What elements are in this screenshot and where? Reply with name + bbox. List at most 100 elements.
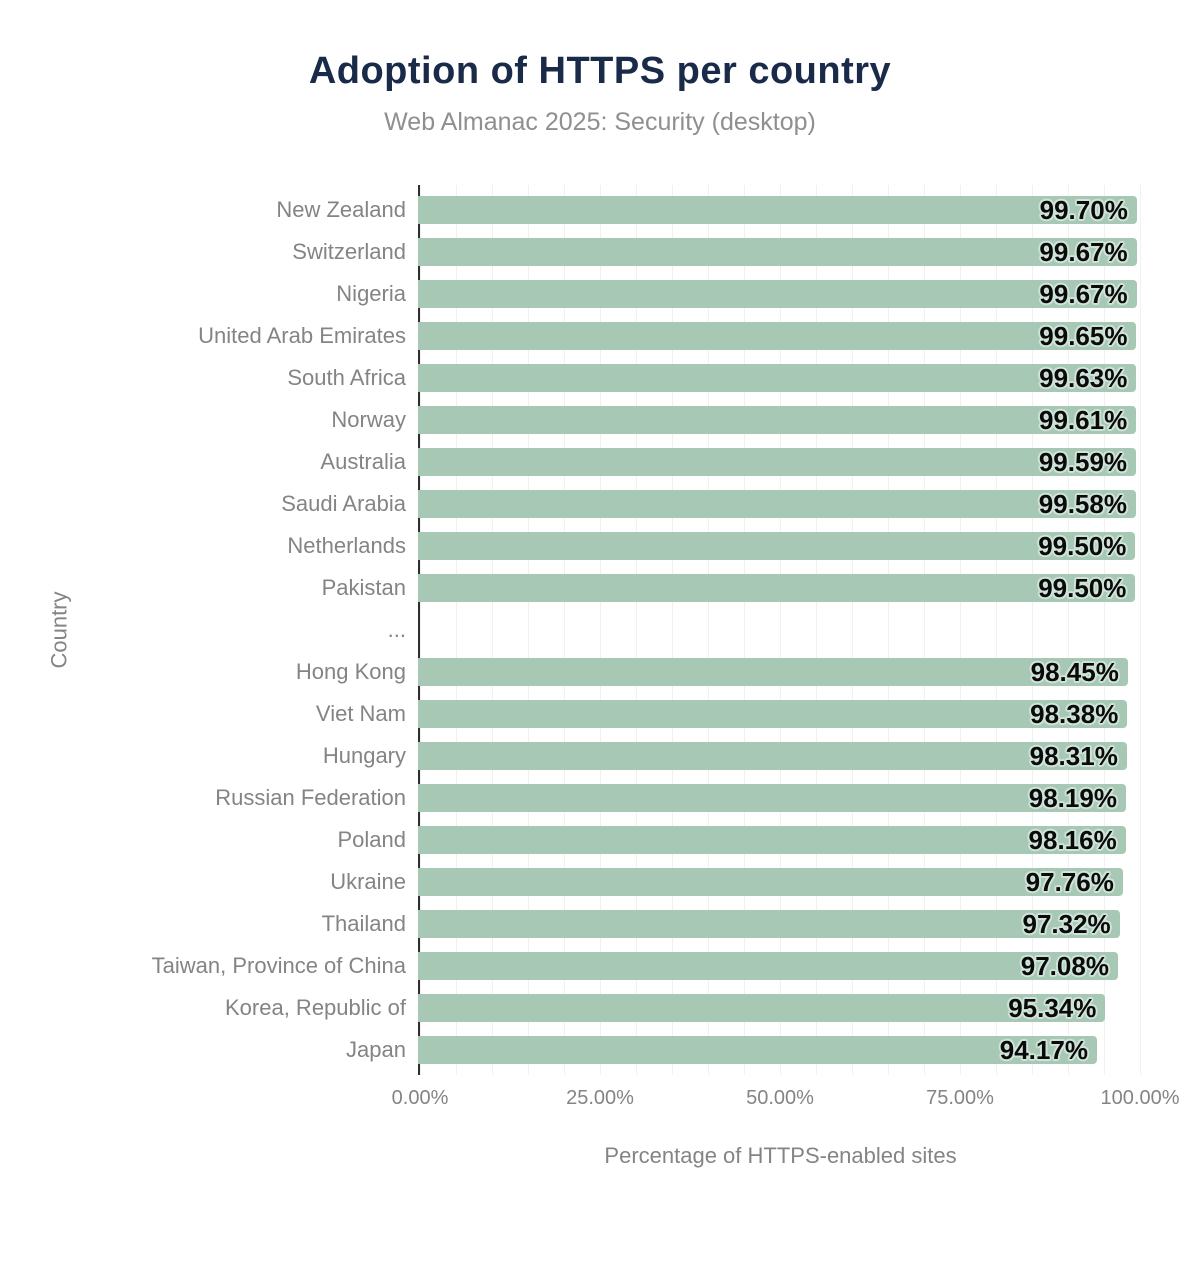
bar-track: 99.59%	[418, 441, 1139, 483]
bar-chart: Country New Zealand 99.70% Switzerland 9…	[0, 185, 1200, 1075]
bar-track: 98.31%	[418, 735, 1139, 777]
x-tick-label: 25.00%	[566, 1087, 634, 1109]
table-row: Ukraine 97.76%	[120, 861, 1139, 903]
value-bar: 99.67%	[418, 238, 1137, 266]
country-label: ...	[387, 617, 406, 642]
value-bar: 99.63%	[418, 363, 1137, 393]
y-axis-title: Country	[0, 185, 120, 1075]
country-label: United Arab Emirates	[198, 323, 406, 348]
country-label: Nigeria	[336, 281, 406, 306]
country-label: Australia	[320, 449, 406, 474]
bar-value-label: 98.45%	[1030, 657, 1119, 687]
table-row: Korea, Republic of 95.34%	[120, 987, 1139, 1029]
value-bar: 98.45%	[418, 658, 1128, 686]
bar-rows: New Zealand 99.70% Switzerland 99.67% Ni…	[120, 185, 1139, 1071]
table-row: Norway 99.61%	[120, 399, 1139, 441]
value-bar: 99.70%	[418, 196, 1137, 224]
bar-value-label: 99.65%	[1039, 321, 1128, 351]
table-row: South Africa 99.63%	[120, 357, 1139, 399]
x-tick-label: 75.00%	[926, 1087, 994, 1109]
bar-track: 95.34%	[418, 987, 1139, 1029]
table-row: ...	[120, 609, 1139, 651]
x-tick-label: 50.00%	[746, 1087, 814, 1109]
value-bar: 99.67%	[418, 280, 1137, 308]
chart-title: Adoption of HTTPS per country	[308, 50, 892, 92]
x-tick-label: 0.00%	[391, 1087, 449, 1109]
bar-track: 99.63%	[418, 357, 1139, 399]
bar-track: 99.67%	[418, 231, 1139, 273]
value-bar: 98.31%	[418, 742, 1127, 770]
bar-value-label: 94.17%	[999, 1035, 1088, 1065]
country-label: Pakistan	[321, 575, 406, 600]
bar-value-label: 97.32%	[1022, 909, 1111, 939]
table-row: Saudi Arabia 99.58%	[120, 483, 1139, 525]
bar-track: 99.58%	[418, 483, 1139, 525]
bar-value-label: 97.76%	[1025, 867, 1114, 897]
table-row: Hong Kong 98.45%	[120, 651, 1139, 693]
value-bar: 99.50%	[418, 531, 1136, 561]
table-row: Nigeria 99.67%	[120, 273, 1139, 315]
country-label: Russian Federation	[215, 785, 406, 810]
bar-track: 99.65%	[418, 315, 1139, 357]
bar-value-label: 95.34%	[1008, 993, 1097, 1023]
value-bar: 98.38%	[418, 699, 1128, 729]
table-row: United Arab Emirates 99.65%	[120, 315, 1139, 357]
bar-track: 97.08%	[418, 945, 1139, 987]
bar-track: 98.19%	[418, 777, 1139, 819]
bar-track: 94.17%	[418, 1029, 1139, 1071]
country-label: Viet Nam	[315, 701, 406, 726]
table-row: Netherlands 99.50%	[120, 525, 1139, 567]
country-label: Hong Kong	[295, 659, 406, 684]
bar-value-label: 98.38%	[1030, 699, 1119, 729]
country-label: Taiwan, Province of China	[151, 953, 406, 978]
bar-value-label: 99.59%	[1038, 447, 1128, 477]
value-bar: 98.19%	[418, 784, 1126, 812]
bar-value-label: 97.08%	[1020, 951, 1109, 981]
bar-track: 98.45%	[418, 651, 1139, 693]
value-bar: 95.34%	[418, 993, 1106, 1023]
bar-value-label: 99.61%	[1039, 405, 1128, 435]
bar-value-label: 99.50%	[1038, 531, 1127, 561]
value-bar: 99.50%	[418, 573, 1136, 603]
bar-value-label: 98.31%	[1029, 741, 1118, 771]
table-row: Japan 94.17%	[120, 1029, 1139, 1071]
value-bar: 98.16%	[418, 826, 1126, 854]
bar-track: 99.67%	[418, 273, 1139, 315]
country-label: Ukraine	[330, 869, 406, 894]
table-row: Hungary 98.31%	[120, 735, 1139, 777]
value-bar: 99.59%	[418, 447, 1137, 477]
bar-track: 97.76%	[418, 861, 1139, 903]
country-label: Switzerland	[292, 239, 406, 264]
bar-value-label: 99.70%	[1039, 195, 1128, 225]
country-label: Poland	[337, 827, 406, 852]
country-label: Thailand	[321, 911, 406, 936]
value-bar: 94.17%	[418, 1036, 1097, 1064]
chart-subtitle: Web Almanac 2025: Security (desktop)	[384, 108, 816, 136]
bar-value-label: 98.19%	[1028, 783, 1117, 813]
y-axis-title-text: Country	[46, 591, 72, 669]
value-bar: 97.08%	[418, 952, 1118, 980]
x-axis-title: Percentage of HTTPS-enabled sites	[604, 1143, 957, 1168]
bar-value-label: 99.58%	[1038, 489, 1127, 519]
table-row: Viet Nam 98.38%	[120, 693, 1139, 735]
table-row: Poland 98.16%	[120, 819, 1139, 861]
country-label: Netherlands	[287, 533, 406, 558]
value-bar: 99.58%	[418, 490, 1136, 518]
country-label: South Africa	[287, 365, 406, 390]
value-bar: 97.32%	[418, 910, 1120, 938]
bar-track: 99.50%	[418, 567, 1139, 609]
bar-value-label: 99.63%	[1039, 363, 1128, 393]
table-row: Switzerland 99.67%	[120, 231, 1139, 273]
table-row: Thailand 97.32%	[120, 903, 1139, 945]
country-label: Norway	[331, 407, 406, 432]
country-label: New Zealand	[276, 197, 406, 222]
bar-track: 99.61%	[418, 399, 1139, 441]
bar-track: 99.50%	[418, 525, 1139, 567]
bar-value-label: 99.50%	[1038, 573, 1127, 603]
bar-track: 98.38%	[418, 693, 1139, 735]
bar-track	[418, 609, 1139, 651]
bar-track: 99.70%	[418, 189, 1139, 231]
table-row: Australia 99.59%	[120, 441, 1139, 483]
value-bar: 99.61%	[418, 405, 1137, 435]
value-bar: 97.76%	[418, 868, 1123, 896]
